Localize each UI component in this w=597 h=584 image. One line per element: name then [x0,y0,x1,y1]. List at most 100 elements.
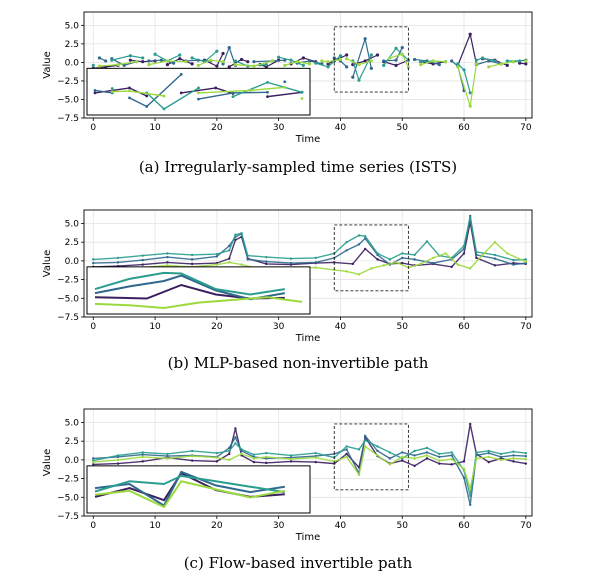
inset-point [162,107,166,111]
y-tick-label: 2.5 [65,238,79,248]
series-point [469,216,472,219]
series-line [93,241,527,276]
series-segment [148,60,168,66]
panel-2: 5.0 2.5 0.0 −2.5 −5.0 −7.5 0 10 20 30 40 50 60 70 Time… [42,209,533,372]
series-segment [198,59,211,66]
series-point [370,267,373,270]
series-point [505,59,509,63]
series-point [468,91,472,95]
series-point [413,449,416,453]
series-point [401,459,404,462]
series-line [93,217,526,261]
x-tick-label: 60 [458,123,470,133]
series-point [166,452,169,456]
y-tick-label: −2.5 [57,77,79,87]
series-point [462,460,466,463]
series-point [363,439,367,442]
series-point [450,454,453,457]
series-point [166,255,169,259]
series-point [234,436,237,439]
series-point [228,452,231,456]
series-segment [469,63,477,107]
series-point [221,62,225,66]
series-segment [358,54,372,81]
x-axis-label: Time [295,333,320,344]
series-segment [278,56,292,61]
series-point [469,267,472,270]
series-point [345,65,349,69]
y-tick-label: −7.5 [57,313,79,323]
series-segment [272,59,285,62]
series-point [450,451,453,454]
series-point [159,58,163,62]
series-point [376,449,379,453]
series-point [209,58,213,62]
series-point [363,445,367,448]
series-point [388,56,392,60]
series-segment [395,59,409,66]
series-point [512,263,515,266]
x-tick-label: 20 [211,322,223,332]
series-point [116,462,120,465]
series-segment [228,47,236,66]
x-tick-label: 10 [149,521,161,531]
series-point [97,56,102,60]
x-tick-label: 50 [397,322,409,332]
panel-caption: (c) Flow-based invertible path [184,554,413,572]
y-tick-label: −5.0 [57,294,79,304]
series-segment [383,59,397,62]
series-point [233,59,237,63]
x-tick-label: 30 [273,123,285,133]
x-tick-label: 50 [397,123,409,133]
series-point [240,231,243,235]
series-point [165,63,170,67]
series-point [326,62,330,66]
series-segment [327,55,341,68]
inset-point [145,105,149,108]
inset-line [94,296,303,310]
series-point [512,460,515,463]
y-tick-label: −5.0 [57,95,79,105]
series-segment [352,38,366,78]
series-point [141,455,144,459]
series-point [338,54,343,58]
series-segment [167,54,181,62]
series-point [524,454,528,458]
series-point [394,63,398,67]
series-point [190,62,194,66]
series-point [345,240,348,244]
series-point [221,51,225,56]
series-point [228,449,231,453]
series-point [475,451,478,454]
series-point [265,461,268,465]
series-point [524,451,528,455]
series-point [227,45,231,50]
series-point [314,266,317,269]
series-point [314,456,317,459]
series-point [401,261,404,265]
series-point [462,247,466,251]
series-point [184,60,188,64]
series-segment [284,61,298,66]
series-segment [364,38,372,69]
series-point [425,446,429,450]
series-point [166,261,169,264]
series-point [401,256,404,260]
series-point [92,460,95,464]
plot-area [92,214,528,276]
series-point [506,252,509,255]
series-segment [130,55,143,59]
series-point [369,53,373,57]
inset-plot [93,72,304,111]
series-point [215,460,219,463]
series-point [499,458,503,462]
series-point [92,261,95,265]
series-point [388,457,392,460]
series-point [505,63,509,67]
series-point [351,262,354,266]
series-point [437,63,441,67]
inset-plot [94,470,285,509]
panel-caption: (b) MLP-based non-invertible path [168,354,429,372]
series-point [499,452,503,456]
series-point [419,63,423,67]
